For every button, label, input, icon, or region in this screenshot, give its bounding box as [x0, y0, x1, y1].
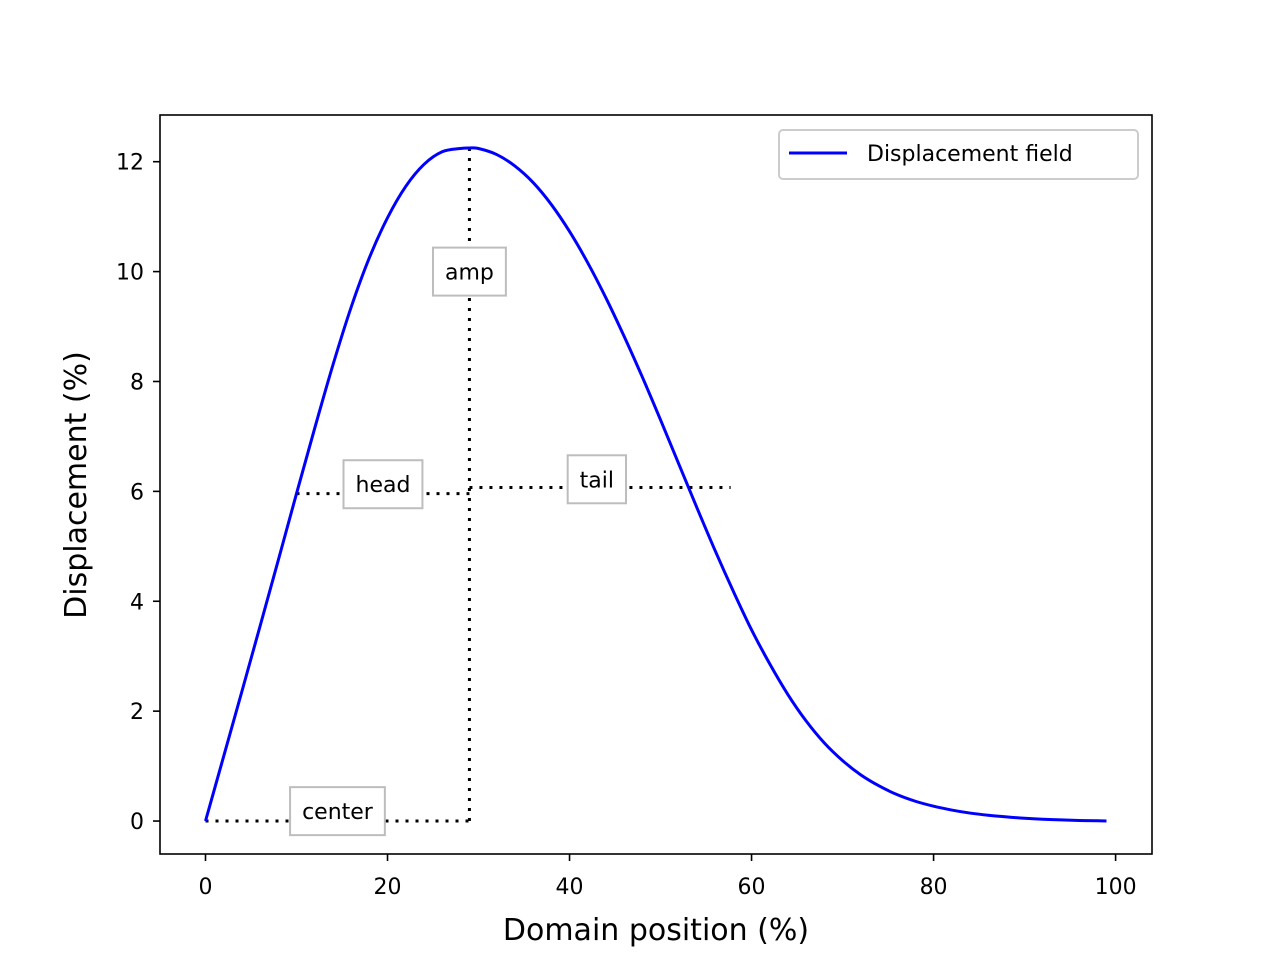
- annotation-tail: tail: [566, 454, 628, 505]
- x-tick-label: 100: [1095, 875, 1137, 900]
- x-tick-label: 40: [556, 875, 584, 900]
- y-tick-label: 2: [130, 700, 144, 725]
- plot-area: [160, 115, 1152, 854]
- series-line-displacement: [204, 146, 1107, 823]
- y-tick-label: 12: [116, 151, 144, 176]
- axes-background: [160, 115, 1152, 854]
- x-axis: 0 20 40 60 80 100: [199, 854, 1137, 900]
- x-axis-label: Domain position (%): [503, 913, 809, 948]
- legend: Displacement field: [778, 129, 1139, 180]
- annotation-head: head: [342, 459, 424, 510]
- y-axis-label: Displacement (%): [59, 351, 94, 619]
- y-tick-label: 10: [116, 261, 144, 286]
- x-tick-label: 20: [374, 875, 402, 900]
- legend-frame: [778, 129, 1139, 180]
- annotation-box: [566, 454, 628, 505]
- annotation-label: tail: [580, 468, 614, 493]
- annotation-label: head: [356, 473, 411, 498]
- annotations: center amp head tail: [289, 246, 628, 837]
- annotation-label: center: [302, 800, 374, 825]
- x-tick-label: 0: [199, 875, 213, 900]
- annotation-box: [289, 786, 386, 837]
- annotation-label: amp: [445, 261, 494, 286]
- y-axis: 0 2 4 6 8 10 12: [116, 151, 160, 835]
- y-tick-label: 0: [130, 810, 144, 835]
- x-tick-label: 60: [738, 875, 766, 900]
- y-tick-label: 8: [130, 370, 144, 395]
- y-tick-label: 6: [130, 480, 144, 505]
- annotation-center: center: [289, 786, 386, 837]
- x-tick-label: 80: [920, 875, 948, 900]
- axes-frame: [159, 114, 1153, 855]
- annotation-box: [342, 459, 424, 510]
- series-layer: [204, 146, 1107, 823]
- y-tick-label: 4: [130, 590, 144, 615]
- legend-label-displacement: Displacement field: [867, 142, 1073, 167]
- annotation-box: [431, 246, 507, 297]
- annotation-amp: amp: [431, 246, 507, 297]
